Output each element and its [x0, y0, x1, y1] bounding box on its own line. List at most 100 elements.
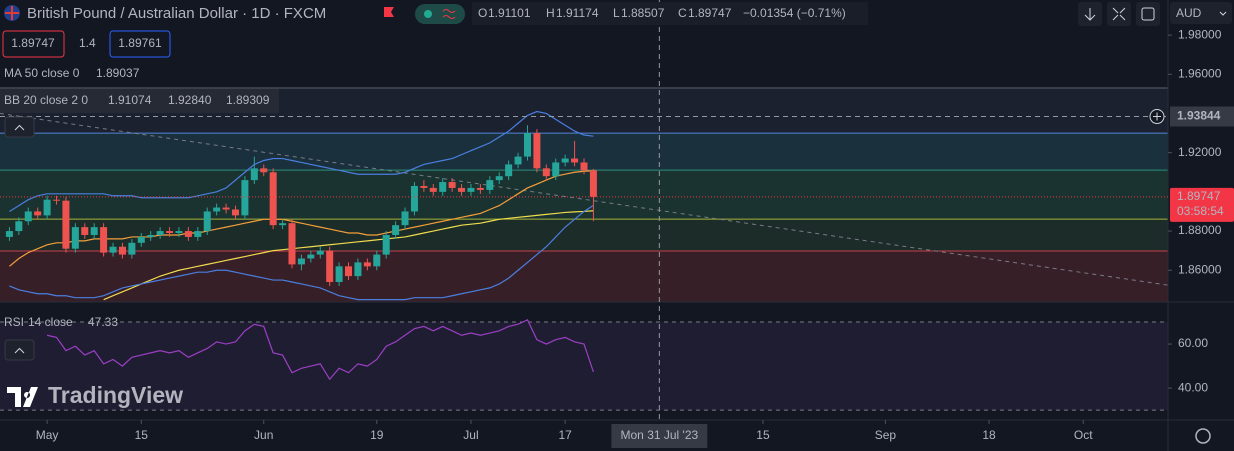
candle-body: [486, 180, 494, 190]
rsi-line: [46, 319, 594, 381]
collapse-button[interactable]: [4, 339, 35, 361]
status-dot: [424, 10, 432, 18]
candle-body: [5, 231, 13, 237]
bid: 1.89747: [11, 36, 55, 50]
y-tick-label: 40.00: [1178, 380, 1208, 394]
candle-body: [439, 182, 447, 192]
spread: 1.4: [79, 36, 96, 50]
candle-body: [90, 227, 98, 235]
crosshair-x-label: Mon 31 Jul '23: [621, 428, 699, 442]
ohlc-key: C: [678, 6, 687, 20]
candle-body: [241, 180, 249, 216]
rsi-band: [0, 322, 1168, 411]
rsi-params: 14 close: [28, 315, 73, 329]
candle-body: [429, 187, 437, 192]
candle-body: [307, 254, 315, 259]
x-tick-label: 15: [135, 428, 149, 442]
countdown: 03:58:54: [1177, 204, 1224, 218]
x-tick-label: 18: [982, 428, 996, 442]
bb-value: 1.89309: [226, 93, 270, 107]
candle-body: [345, 266, 353, 277]
status-wave: [442, 9, 456, 19]
x-tick-label: Jul: [463, 428, 478, 442]
logo-text: TradingView: [48, 382, 183, 408]
candle-body: [222, 207, 230, 210]
ohlc-box: [472, 2, 868, 25]
crosshair-x-box: [611, 424, 708, 448]
status-pill[interactable]: [415, 4, 465, 24]
bb-legend: BB 20 close 2 0: [4, 93, 88, 107]
candle-body: [373, 254, 381, 267]
candle-body: [401, 211, 409, 226]
candle-body: [24, 211, 32, 222]
candle-body: [137, 236, 145, 243]
candle-body: [156, 231, 164, 235]
candle-body: [43, 199, 51, 216]
candle-body: [62, 200, 70, 249]
candle-body: [476, 187, 484, 190]
candle-body: [231, 209, 239, 216]
zone: [0, 251, 1168, 302]
rsi-value: 47.33: [88, 315, 118, 329]
candle-body: [166, 231, 174, 234]
bid-box[interactable]: [2, 30, 65, 58]
screenshot-button[interactable]: [1136, 2, 1160, 26]
ma-legend: MA 50 close 0: [4, 66, 80, 80]
symbol-title: British Pound / Australian Dollar · 1D ·…: [27, 5, 326, 22]
candle-body: [467, 187, 475, 192]
candle-body: [53, 199, 61, 201]
flag-icon[interactable]: [384, 7, 394, 17]
ask-box[interactable]: [109, 30, 171, 58]
indicator-line: [103, 210, 594, 301]
bb-value: 1.91074: [108, 93, 152, 107]
crosshair-y-box: [1170, 106, 1234, 127]
candle-body: [250, 168, 258, 181]
fullscreen-button[interactable]: [1107, 2, 1131, 26]
y-tick-label: 1.96000: [1178, 66, 1222, 80]
settings-icon[interactable]: [1195, 428, 1211, 444]
candle-body: [297, 258, 305, 265]
ma-value: 1.89037: [96, 66, 140, 80]
x-tick-label: 15: [756, 428, 770, 442]
candle-body: [354, 262, 362, 277]
ohlc-key: H: [546, 6, 555, 20]
add-alert-plus: [1153, 112, 1161, 121]
candle-body: [580, 162, 588, 171]
candle-body: [514, 156, 522, 165]
candle-body: [203, 211, 211, 232]
candle-body: [505, 164, 513, 177]
logo-icon: [7, 387, 38, 407]
x-tick-label: Oct: [1074, 428, 1093, 442]
candle-body: [128, 242, 136, 255]
screenshot-icon: [1141, 7, 1155, 21]
rsi-title: RSI: [4, 315, 24, 329]
x-tick-label: May: [36, 428, 59, 442]
candle-body: [552, 162, 560, 177]
y-tick-label: 1.92000: [1178, 145, 1222, 159]
plot: [0, 110, 1169, 381]
candle-body: [118, 246, 126, 255]
candle-body: [279, 223, 287, 226]
candle-body: [448, 182, 456, 188]
candle-body: [184, 231, 192, 237]
zones: [0, 87, 1168, 411]
scroll-icon: [1084, 8, 1096, 21]
ohlc-value: 1.91174: [556, 6, 599, 20]
currency-select[interactable]: [1170, 2, 1232, 24]
y-tick-label: 1.86000: [1178, 262, 1222, 276]
candle-body: [458, 187, 466, 192]
collapse-button[interactable]: [4, 116, 35, 138]
candle-body: [335, 266, 343, 283]
candle-body: [561, 158, 569, 163]
price-label-box: [1170, 187, 1234, 222]
candle-body: [316, 250, 324, 255]
candle-body: [410, 185, 418, 212]
ohlc-value: 1.88507: [621, 6, 665, 20]
collapse-icon: [14, 347, 25, 354]
collapse-icon: [14, 124, 25, 131]
ohlc-key: O: [478, 6, 487, 20]
candle-body: [109, 246, 117, 253]
ohlc-change: −0.01354 (−0.71%): [743, 6, 846, 20]
